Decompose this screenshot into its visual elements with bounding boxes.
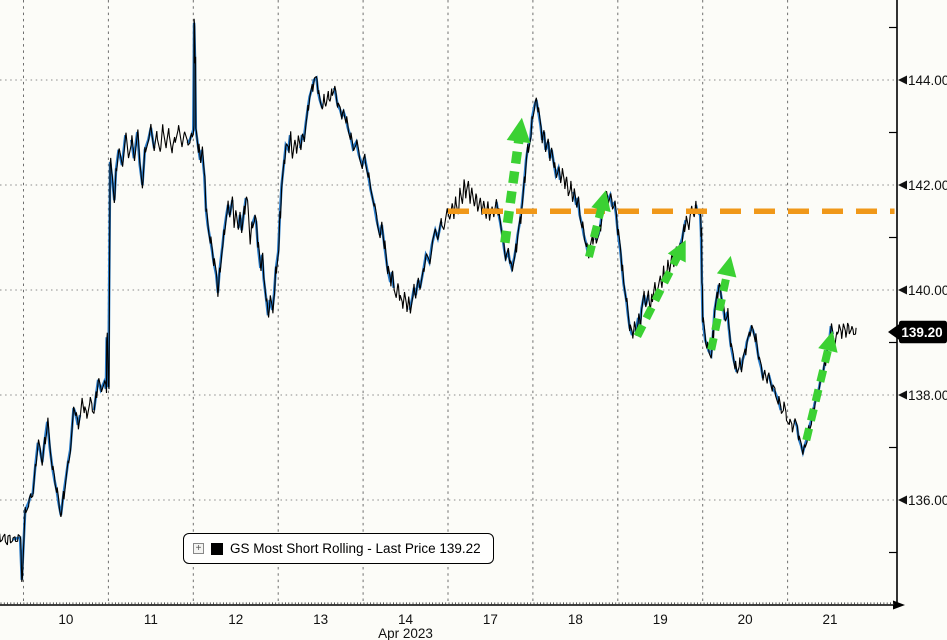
trend-arrow-shaft xyxy=(802,345,833,442)
x-axis-label: 17 xyxy=(483,612,498,627)
y-axis-label: 140.00 xyxy=(908,283,947,298)
x-axis-month-label: Apr 2023 xyxy=(378,626,433,640)
y-axis-label: 138.00 xyxy=(908,388,947,403)
bubble-tip xyxy=(888,323,900,341)
legend-label: GS Most Short Rolling - Last Price 139.2… xyxy=(230,541,481,556)
x-axis-label: 10 xyxy=(58,612,73,627)
x-axis-label: 11 xyxy=(144,612,158,627)
trend-arrow-head xyxy=(818,331,838,353)
last-price-bubble: 139.20 xyxy=(888,320,947,344)
legend[interactable]: GS Most Short Rolling - Last Price 139.2… xyxy=(183,533,494,564)
y-axis-label: 136.00 xyxy=(908,493,947,508)
trend-arrow-shaft xyxy=(633,252,683,338)
y-tick-arrow-icon xyxy=(898,180,907,190)
annotation-layer xyxy=(448,117,895,442)
price-line-highlight xyxy=(739,325,765,379)
expand-plus-icon[interactable] xyxy=(193,543,204,554)
y-tick-arrow-icon xyxy=(898,390,907,400)
grid-layer xyxy=(0,0,897,605)
series-layer xyxy=(0,18,857,582)
price-line-highlight xyxy=(332,87,395,289)
price-line xyxy=(0,18,857,582)
trend-arrow-head xyxy=(591,190,611,213)
trend-arrow-head xyxy=(506,117,531,144)
trend-arrow-shaft xyxy=(500,136,524,244)
y-tick-arrow-icon xyxy=(898,285,907,295)
x-axis-label: 21 xyxy=(823,612,838,627)
y-tick-arrow-icon xyxy=(898,75,907,85)
y-axis-label: 142.00 xyxy=(908,178,947,193)
bubble-body xyxy=(899,320,947,344)
series-swatch-icon xyxy=(211,542,223,555)
last-price-label: 139.20 xyxy=(901,325,942,340)
x-axis-label: 13 xyxy=(313,612,328,627)
y-axis-label: 144.00 xyxy=(908,73,947,88)
x-axis-label: 20 xyxy=(738,612,753,627)
trend-arrow-shaft xyxy=(585,204,606,258)
trend-arrow-head xyxy=(667,240,686,263)
trend-arrow-shaft xyxy=(707,270,732,351)
trend-arrow-head xyxy=(716,255,737,278)
x-axis-label: 18 xyxy=(568,612,583,627)
x-axis-label: 14 xyxy=(398,612,414,627)
y-tick-arrow-icon xyxy=(898,495,907,505)
x-axis-label: 12 xyxy=(228,612,243,627)
x-axis-arrow-icon xyxy=(893,600,905,610)
x-axis-label: 19 xyxy=(653,612,668,627)
